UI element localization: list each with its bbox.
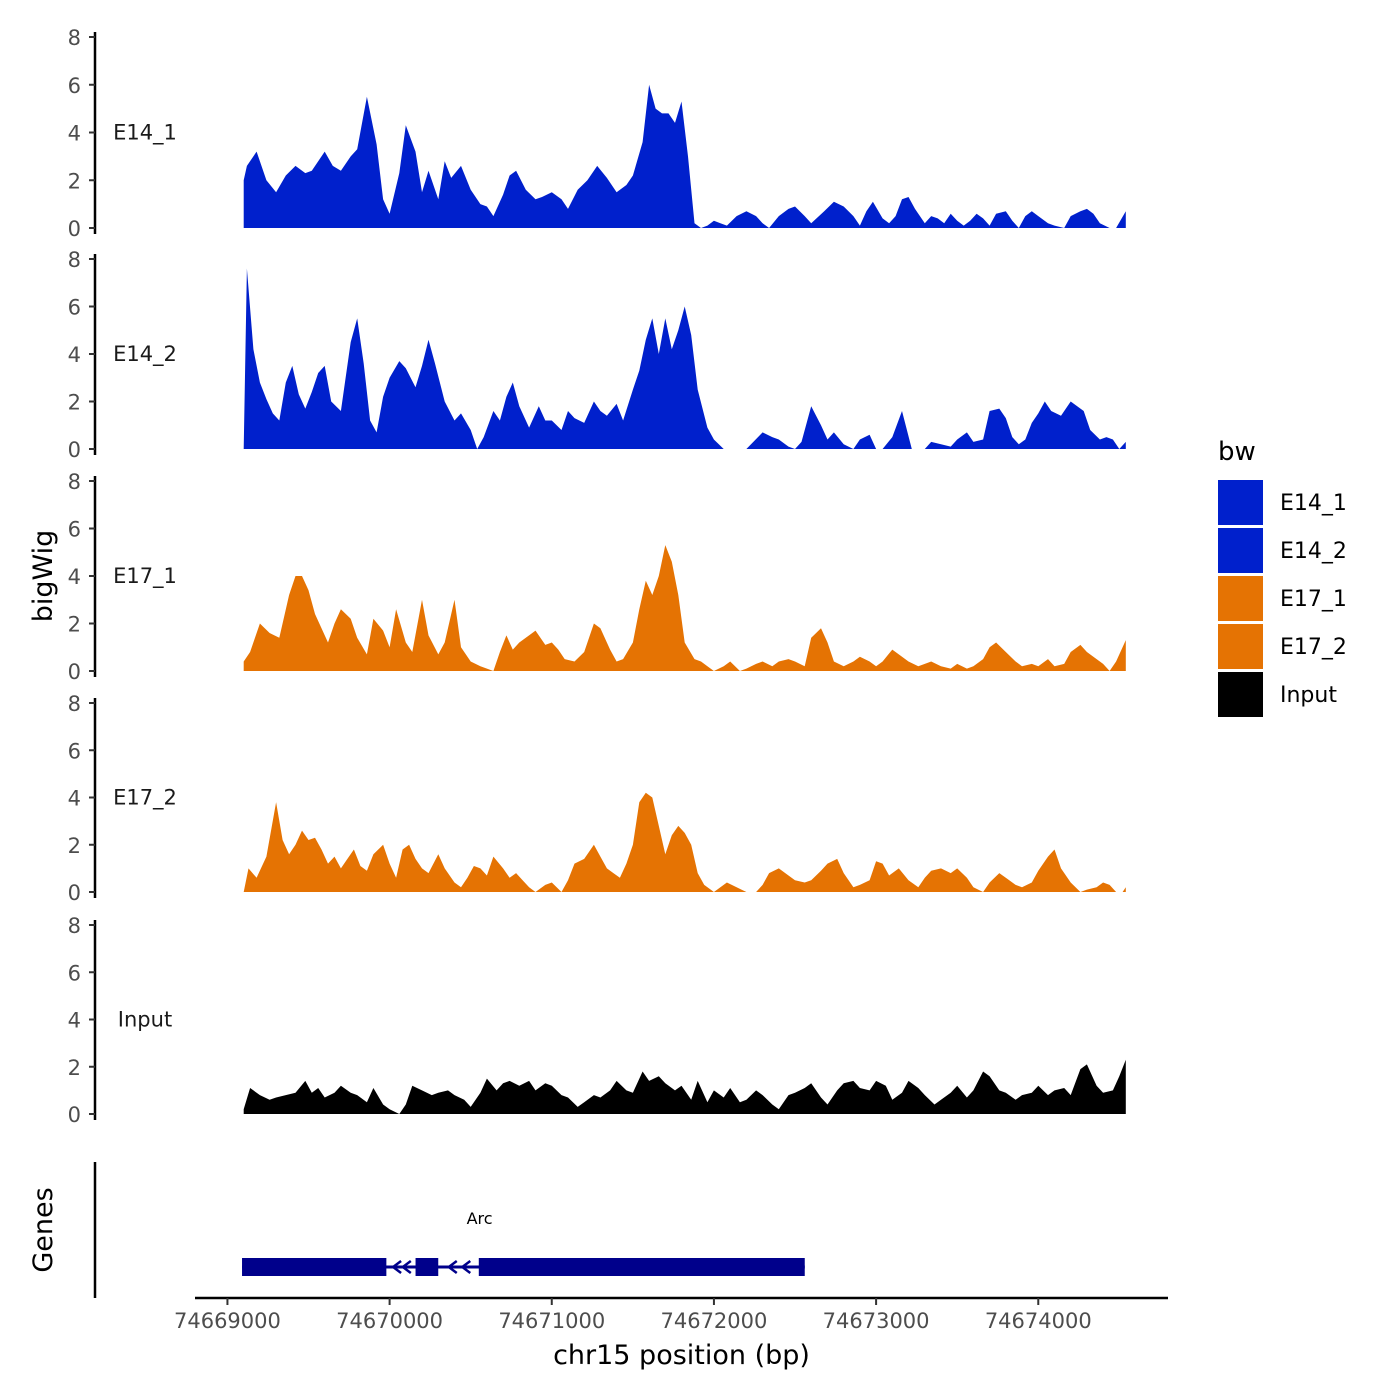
signal-area-E17_2: [243, 792, 1126, 892]
y-tick-label: 6: [68, 296, 81, 320]
y-tick-label: 4: [68, 565, 81, 589]
y-axis-title-bigwig: bigWig: [28, 530, 59, 623]
gene-label: Arc: [467, 1209, 493, 1228]
y-tick-label: 4: [68, 343, 81, 367]
legend-label: E17_2: [1280, 635, 1347, 660]
track-label: E17_2: [113, 786, 177, 811]
y-tick-label: 0: [68, 660, 81, 684]
signal-tracks: 0 2 4 6 8 E14_1 0 2 4 6 8 E14_2 0 2 4 6 8 E17_1 0 2 4 6 8 E17_2…: [68, 26, 1126, 1127]
track-E17_1: 0 2 4 6 8 E17_1: [68, 470, 1126, 684]
y-tick-label: 0: [68, 217, 81, 241]
legend-key-E17_1: [1218, 576, 1263, 621]
legend: bw E14_1 E14_2 E17_1 E17_2 Input: [1218, 437, 1347, 717]
track-label: E17_1: [113, 564, 177, 589]
y-tick-label: 0: [68, 438, 81, 462]
y-tick-label: 8: [68, 470, 81, 494]
legend-label: Input: [1280, 683, 1337, 708]
y-tick-label: 8: [68, 692, 81, 716]
track-label: E14_2: [113, 342, 177, 367]
y-tick-label: 2: [68, 1056, 81, 1080]
y-tick-label: 4: [68, 122, 81, 146]
signal-area-Input: [243, 1059, 1126, 1114]
legend-label: E17_1: [1280, 587, 1347, 612]
x-axis: 74669000 74670000 74671000 74672000 74673000…: [174, 1296, 1168, 1333]
y-tick-label: 6: [68, 961, 81, 985]
track-E14_1: 0 2 4 6 8 E14_1: [68, 26, 1126, 241]
x-axis-title: chr15 position (bp): [553, 1340, 810, 1371]
x-tick-label: 74669000: [174, 1309, 281, 1333]
y-tick-label: 0: [68, 881, 81, 905]
gene-Arc: Arc: [242, 1209, 805, 1276]
strand-arrow: [460, 1260, 472, 1274]
strand-arrow: [391, 1260, 402, 1274]
legend-label: E14_2: [1280, 539, 1347, 564]
x-tick-label: 74670000: [336, 1309, 443, 1333]
gene-exon: [478, 1258, 805, 1276]
y-tick-label: 8: [68, 914, 81, 938]
y-axis-title-genes: Genes: [28, 1187, 59, 1272]
track-label: Input: [118, 1008, 172, 1032]
y-tick-label: 2: [68, 613, 81, 637]
y-tick-label: 6: [68, 74, 81, 98]
y-tick-label: 8: [68, 26, 81, 50]
genes-panel: Arc: [93, 1162, 805, 1298]
track-label: E14_1: [113, 121, 177, 146]
signal-area-E14_2: [243, 268, 1126, 449]
x-tick-label: 74674000: [985, 1309, 1092, 1333]
legend-key-E17_2: [1218, 624, 1263, 669]
y-tick-label: 6: [68, 739, 81, 763]
y-tick-label: 2: [68, 169, 81, 193]
y-tick-label: 6: [68, 518, 81, 542]
y-tick-label: 2: [68, 834, 81, 858]
legend-key-E14_2: [1218, 528, 1263, 573]
y-tick-label: 2: [68, 391, 81, 415]
y-tick-label: 0: [68, 1103, 81, 1127]
x-tick-label: 74672000: [660, 1309, 767, 1333]
track-Input: 0 2 4 6 8 Input: [68, 914, 1126, 1127]
x-tick-label: 74673000: [823, 1309, 930, 1333]
strand-arrow: [400, 1260, 412, 1274]
signal-area-E14_1: [243, 84, 1126, 228]
signal-area-E17_1: [243, 545, 1126, 671]
track-E14_2: 0 2 4 6 8 E14_2: [68, 248, 1126, 462]
gene-exon: [415, 1258, 439, 1276]
y-tick-label: 4: [68, 1009, 81, 1033]
gene-exon: [242, 1258, 387, 1276]
strand-arrow: [446, 1260, 458, 1274]
legend-label: E14_1: [1280, 491, 1347, 516]
y-tick-label: 8: [68, 248, 81, 272]
legend-title: bw: [1218, 437, 1256, 467]
track-E17_2: 0 2 4 6 8 E17_2: [68, 692, 1126, 905]
x-tick-label: 74671000: [498, 1309, 605, 1333]
legend-key-E14_1: [1218, 480, 1263, 525]
y-tick-label: 4: [68, 787, 81, 811]
legend-key-Input: [1218, 672, 1263, 717]
